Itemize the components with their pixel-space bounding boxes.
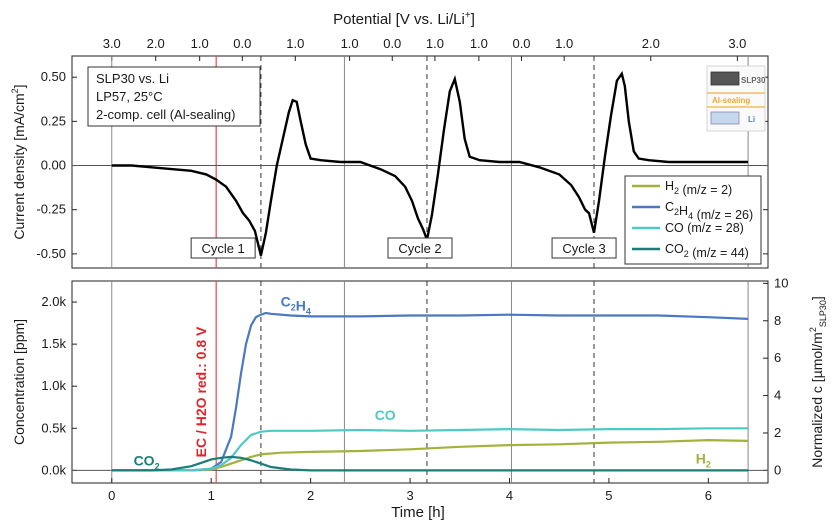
gas-series-label: C2H4 — [281, 293, 311, 316]
time-x-tick-label: 6 — [705, 488, 712, 503]
current-y-label: Current density [mA/cm2] — [10, 84, 27, 239]
top-tick-label: 2.0 — [147, 36, 165, 51]
top-axis-title-close: ] — [471, 11, 475, 28]
time-x-tick-label: 0 — [108, 488, 115, 503]
info-line-2: LP57, 25°C — [96, 89, 163, 104]
concentration-y-tick-label: 0.5k — [41, 420, 66, 435]
current-y-tick-label: 0.00 — [41, 158, 66, 173]
top-tick-label: 0.0 — [233, 36, 251, 51]
cycle-label-text: Cycle 2 — [398, 241, 441, 256]
normalized-y-label: Normalized c [µmol/m2SLP30] — [808, 296, 828, 468]
concentration-y-ticks: 2.0k 1.5k 1.0k 0.5k 0.0k — [41, 294, 77, 477]
time-x-ticks: 0 1 2 3 4 5 6 — [108, 478, 712, 503]
cell-li-swatch — [710, 111, 740, 125]
cycle-label-box — [387, 237, 453, 259]
current-y-tick-label: 0.25 — [41, 113, 66, 128]
top-tick-label: 1.0 — [341, 36, 359, 51]
current-y-label-close: ] — [11, 84, 27, 88]
top-tick-label: 3.0 — [728, 36, 746, 51]
gas-series-line — [111, 455, 749, 472]
info-line-3: 2-comp. cell (Al-sealing) — [96, 107, 235, 122]
top-tick-label: 1.0 — [555, 36, 573, 51]
time-x-tick-label: 3 — [406, 488, 413, 503]
info-line-1: SLP30 vs. Li — [96, 71, 169, 86]
normalized-y-tick-label: 0 — [774, 462, 781, 477]
gas-series-line — [111, 427, 749, 472]
gas-series-label: CO2 — [134, 452, 160, 471]
cell-slp30-swatch — [710, 71, 740, 86]
cell-li-label: Li — [748, 115, 755, 124]
time-x-tick-label: 2 — [307, 488, 314, 503]
normalized-y-label-close: ] — [809, 296, 825, 300]
time-x-tick-label: 1 — [208, 488, 215, 503]
current-y-ticks: 0.50 0.25 0.00 -0.25 -0.50 — [36, 69, 768, 261]
normalized-y-tick-label: 2 — [774, 425, 781, 440]
time-x-tick-label: 5 — [605, 488, 612, 503]
normalized-y-ticks: 0 2 4 6 8 10 — [763, 275, 788, 477]
current-y-tick-label: 0.50 — [41, 69, 66, 84]
concentration-y-tick-label: 1.5k — [41, 336, 66, 351]
gas-series-labels: H2 C2H4 CO CO2 — [134, 293, 711, 471]
cycle-label-text: Cycle 3 — [562, 241, 605, 256]
current-y-label-sup: 2 — [10, 88, 20, 93]
top-axis-title-main: Potential [V vs. Li/Li — [333, 11, 465, 28]
top-tick-label: 0.0 — [383, 36, 401, 51]
concentration-y-label: Concentration [ppm] — [11, 319, 27, 445]
gas-series-label: H2 — [696, 451, 711, 470]
normalized-y-label-sub: SLP30 — [818, 300, 828, 327]
top-axis-ticks: 3.0 2.0 1.0 0.0 1.0 1.0 0.0 1.0 1.0 0.0 1.0 2.0 3.0 — [103, 36, 746, 61]
gas-series-line — [111, 311, 749, 472]
top-tick-label: 1.0 — [426, 36, 444, 51]
gas-series-label: CO — [375, 407, 396, 423]
gas-series-line — [111, 438, 749, 472]
top-tick-label: 1.0 — [286, 36, 304, 51]
cycle-labels: Cycle 1 Cycle 2 Cycle 3 — [190, 237, 617, 259]
time-x-tick-label: 4 — [506, 488, 513, 503]
current-density-panel: 0.500.250.00-0.25-0.50 Cycle 1 Cycle 2 Cyc… — [36, 55, 769, 269]
top-tick-label: 0.0 — [512, 36, 530, 51]
top-tick-label: 1.0 — [191, 36, 209, 51]
cell-al-label: Al-sealing — [712, 96, 750, 105]
current-panel-frame — [71, 55, 769, 269]
cycle-label-text: Cycle 1 — [201, 241, 244, 256]
legend-label: C2H4 (m/z = 26) — [665, 200, 753, 222]
current-y-label-main: Current density [mA/cm — [11, 93, 27, 239]
normalized-y-tick-label: 6 — [774, 350, 781, 365]
time-x-label: Time [h] — [391, 504, 445, 521]
normalized-y-tick-label: 4 — [774, 388, 781, 403]
cycle-label-box — [190, 237, 256, 259]
current-y-tick-label: -0.50 — [36, 246, 66, 261]
info-box — [87, 66, 261, 127]
normalized-y-tick-label: 10 — [774, 275, 788, 290]
gas-series — [111, 311, 749, 472]
top-axis-title-sup: + — [465, 10, 471, 21]
top-axis-title: Potential [V vs. Li/Li+] — [333, 10, 475, 28]
gas-panel-frame — [71, 280, 769, 484]
top-tick-label: 3.0 — [103, 36, 121, 51]
top-tick-label: 1.0 — [470, 36, 488, 51]
normalized-y-label-main: Normalized c [µmol/m — [809, 332, 825, 468]
cell-slp30-label: SLP30 — [741, 76, 766, 85]
legend-items: H2 (m/z = 2) C2H4 (m/z = 26)CO (m/z = 28)… — [632, 179, 753, 260]
top-tick-label: 2.0 — [642, 36, 660, 51]
concentration-y-tick-label: 2.0k — [41, 294, 66, 309]
legend-label: CO2 (m/z = 44) — [665, 242, 749, 260]
cell-schematic: SLP30 Al-sealing Li — [706, 65, 766, 132]
legend-label: H2 (m/z = 2) — [665, 179, 732, 197]
ec-h2o-annotation: EC / H2O red.: 0.8 V — [193, 326, 209, 457]
gas-concentration-panel: 2.0k 1.5k 1.0k 0.5k 0.0k 0 2 4 6 8 10 H2 C2H4 CO CO2… — [41, 275, 788, 484]
concentration-y-tick-label: 0.0k — [41, 462, 66, 477]
current-y-tick-label: -0.25 — [36, 202, 66, 217]
normalized-y-tick-label: 8 — [774, 313, 781, 328]
cycle-label-box — [551, 237, 617, 259]
legend: H2 (m/z = 2) C2H4 (m/z = 26)CO (m/z = 28)… — [624, 175, 762, 265]
normalized-y-label-sup: 2 — [808, 327, 818, 332]
current-density-series — [111, 70, 749, 256]
legend-label: CO (m/z = 28) — [665, 221, 744, 235]
concentration-y-tick-label: 1.0k — [41, 378, 66, 393]
